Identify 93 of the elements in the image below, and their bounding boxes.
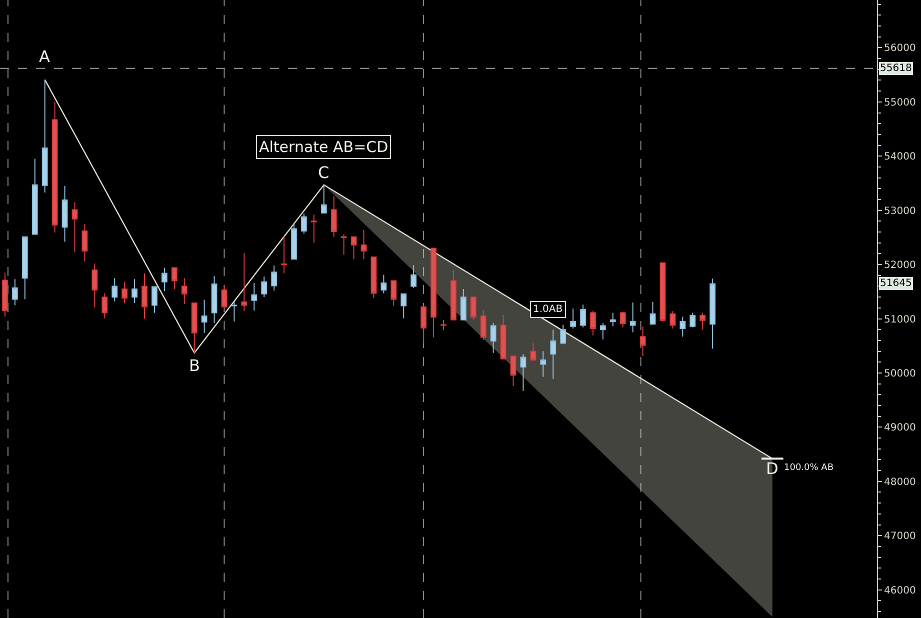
candlestick	[310, 214, 317, 244]
candlestick	[370, 256, 377, 299]
y-tick-label: 51000	[884, 314, 916, 326]
candlestick	[62, 185, 68, 242]
candlestick	[12, 278, 18, 306]
annotation: 51645	[880, 278, 912, 289]
candlestick	[211, 275, 218, 324]
candlestick	[500, 314, 506, 360]
y-tick-label: 52000	[884, 260, 916, 272]
candlestick	[241, 252, 248, 312]
y-tick-label: 50000	[884, 368, 916, 380]
annotation: Alternate AB=CD	[259, 138, 388, 156]
candlestick	[350, 236, 357, 260]
y-tick-label: 55000	[884, 97, 916, 108]
line-series	[44, 79, 773, 460]
candlestick	[271, 265, 277, 292]
candlestick	[550, 329, 556, 380]
candlestick	[660, 262, 666, 321]
candlestick	[440, 319, 446, 331]
candlestick	[630, 302, 636, 333]
candlestick	[171, 267, 178, 290]
annotation: A	[39, 47, 50, 66]
candlestick	[291, 223, 297, 260]
candlestick	[112, 278, 118, 302]
candlestick	[281, 236, 287, 274]
annotation: 100.0% AB	[784, 463, 834, 473]
annotation: B	[189, 356, 200, 375]
candlestick	[470, 296, 476, 320]
candlestick	[152, 286, 158, 314]
annotation: C	[318, 163, 330, 182]
candlestick	[410, 264, 417, 288]
candlestick	[72, 202, 78, 253]
candlestick	[360, 229, 367, 260]
candlestick	[122, 281, 128, 304]
candlestick	[540, 350, 546, 378]
candlestick	[32, 158, 38, 235]
ref-line-label: 55618	[880, 63, 912, 74]
candlestick	[690, 312, 696, 328]
candlestick	[400, 293, 407, 319]
candlestick	[460, 288, 466, 320]
candlestick	[52, 101, 58, 234]
candlestick	[181, 278, 188, 305]
candlestick	[191, 302, 198, 354]
candlestick	[132, 278, 138, 304]
y-tick-label: 48000	[884, 476, 916, 488]
candlestick	[82, 223, 88, 262]
candlestick	[710, 278, 716, 350]
candlestick	[620, 311, 626, 328]
candlestick	[380, 274, 387, 294]
candlestick	[142, 272, 148, 320]
candlestick	[231, 300, 238, 322]
candlestick	[640, 326, 646, 357]
candlestick	[22, 236, 28, 300]
candlestick	[430, 248, 436, 338]
candlestick	[480, 310, 486, 340]
candlestick	[580, 304, 586, 328]
candlestick	[610, 312, 616, 327]
annotation: D	[766, 459, 778, 478]
candlestick	[330, 196, 337, 238]
candlestick	[162, 267, 168, 292]
candlestick	[600, 322, 606, 340]
candlestick	[650, 301, 656, 325]
y-tick-label: 56000	[884, 43, 916, 54]
candlestick	[301, 213, 307, 234]
candlestick	[530, 342, 536, 360]
candlestick	[520, 353, 526, 392]
candlestick	[670, 310, 676, 330]
candlestick	[261, 276, 268, 298]
y-tick-label: 47000	[884, 531, 916, 542]
candlestick	[450, 269, 456, 320]
candlestick	[42, 79, 48, 193]
candlestick	[420, 306, 426, 344]
candlestick	[390, 280, 397, 306]
y-tick-label: 46000	[884, 585, 916, 596]
candlestick	[2, 272, 8, 318]
candlestick	[680, 316, 686, 338]
candlestick	[700, 312, 706, 330]
candlestick	[570, 308, 576, 330]
candlestick	[102, 292, 108, 319]
candlestick	[510, 356, 516, 386]
candlestick	[490, 322, 496, 354]
candlestick	[340, 234, 347, 256]
annotation: 1.0AB	[533, 304, 563, 315]
candlestick	[320, 184, 327, 214]
candlestick	[201, 299, 208, 334]
candlestick	[221, 286, 228, 308]
y-tick-label: 54000	[884, 152, 916, 163]
y-tick-label: 49000	[884, 422, 916, 434]
candlestick	[92, 262, 98, 308]
candlestick	[251, 282, 258, 312]
candlestick	[590, 310, 596, 336]
candlestick	[560, 324, 566, 345]
y-tick-label: 53000	[884, 206, 916, 217]
